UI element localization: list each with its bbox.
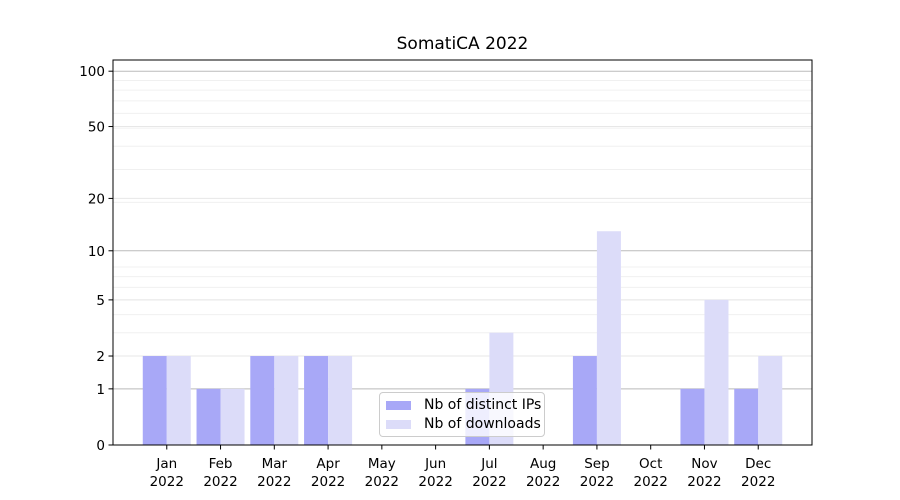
bar-distinct-ips-Apr	[304, 356, 329, 445]
bar-downloads-Apr	[328, 356, 353, 445]
x-tick-label-month-Jul: Jul	[480, 456, 497, 472]
y-tick-label-20: 20	[88, 191, 105, 207]
bar-distinct-ips-Jan	[142, 356, 167, 445]
x-tick-label-month-Feb: Feb	[209, 456, 233, 472]
bar-distinct-ips-Feb	[196, 388, 221, 445]
x-tick-label-year-Aug: 2022	[526, 474, 560, 490]
x-tick-label-year-Nov: 2022	[687, 474, 721, 490]
x-tick-label-month-Jan: Jan	[155, 456, 177, 472]
y-tick-label-2: 2	[96, 349, 105, 365]
bar-downloads-Jan	[166, 356, 191, 445]
x-tick-label-year-Sep: 2022	[580, 474, 614, 490]
legend-item-downloads: Nb of downloads	[386, 417, 544, 431]
bar-downloads-Mar	[274, 356, 299, 445]
x-tick-label-year-Apr: 2022	[311, 474, 345, 490]
legend-swatch-distinct-ips	[386, 400, 411, 410]
y-tick-label-10: 10	[88, 244, 105, 260]
legend-label-distinct-ips: Nb of distinct IPs	[424, 397, 542, 413]
y-tick-label-5: 5	[96, 293, 105, 309]
x-tick-label-month-Aug: Aug	[530, 456, 556, 472]
bar-downloads-Nov	[704, 299, 729, 445]
x-tick-label-year-Dec: 2022	[741, 474, 775, 490]
y-tick-label-1: 1	[96, 382, 105, 398]
x-tick-label-year-Jan: 2022	[150, 474, 184, 490]
x-tick-label-year-Jun: 2022	[418, 474, 452, 490]
x-tick-label-year-Jul: 2022	[472, 474, 506, 490]
bar-downloads-Dec	[758, 356, 783, 445]
x-tick-label-month-Dec: Dec	[745, 456, 771, 472]
x-tick-label-month-Jun: Jun	[424, 456, 446, 472]
legend: Nb of distinct IPs Nb of downloads	[379, 392, 545, 437]
axes-box	[112, 59, 813, 446]
x-tick-label-month-Mar: Mar	[262, 456, 288, 472]
y-tick-label-50: 50	[88, 120, 105, 136]
x-tick-label-year-May: 2022	[365, 474, 399, 490]
legend-label-downloads: Nb of downloads	[424, 416, 541, 432]
x-tick-label-year-Oct: 2022	[634, 474, 668, 490]
x-tick-label-month-May: May	[368, 456, 396, 472]
y-tick-label-0: 0	[96, 438, 105, 454]
x-tick-label-month-Nov: Nov	[691, 456, 717, 472]
x-tick-label-month-Sep: Sep	[584, 456, 609, 472]
bar-distinct-ips-Dec	[734, 388, 759, 445]
x-tick-label-month-Oct: Oct	[639, 456, 662, 472]
legend-swatch-downloads	[386, 419, 411, 429]
bar-distinct-ips-Mar	[250, 356, 275, 445]
bar-downloads-Feb	[220, 388, 245, 445]
legend-item-distinct-ips: Nb of distinct IPs	[386, 398, 544, 412]
y-tick-label-100: 100	[79, 64, 105, 80]
bar-downloads-Sep	[596, 231, 621, 445]
x-tick-label-year-Mar: 2022	[257, 474, 291, 490]
chart-title: SomatiCA 2022	[396, 34, 529, 54]
bar-distinct-ips-Nov	[680, 388, 705, 445]
bar-distinct-ips-Sep	[572, 356, 597, 445]
x-tick-label-month-Apr: Apr	[316, 456, 340, 472]
x-tick-label-year-Feb: 2022	[203, 474, 237, 490]
